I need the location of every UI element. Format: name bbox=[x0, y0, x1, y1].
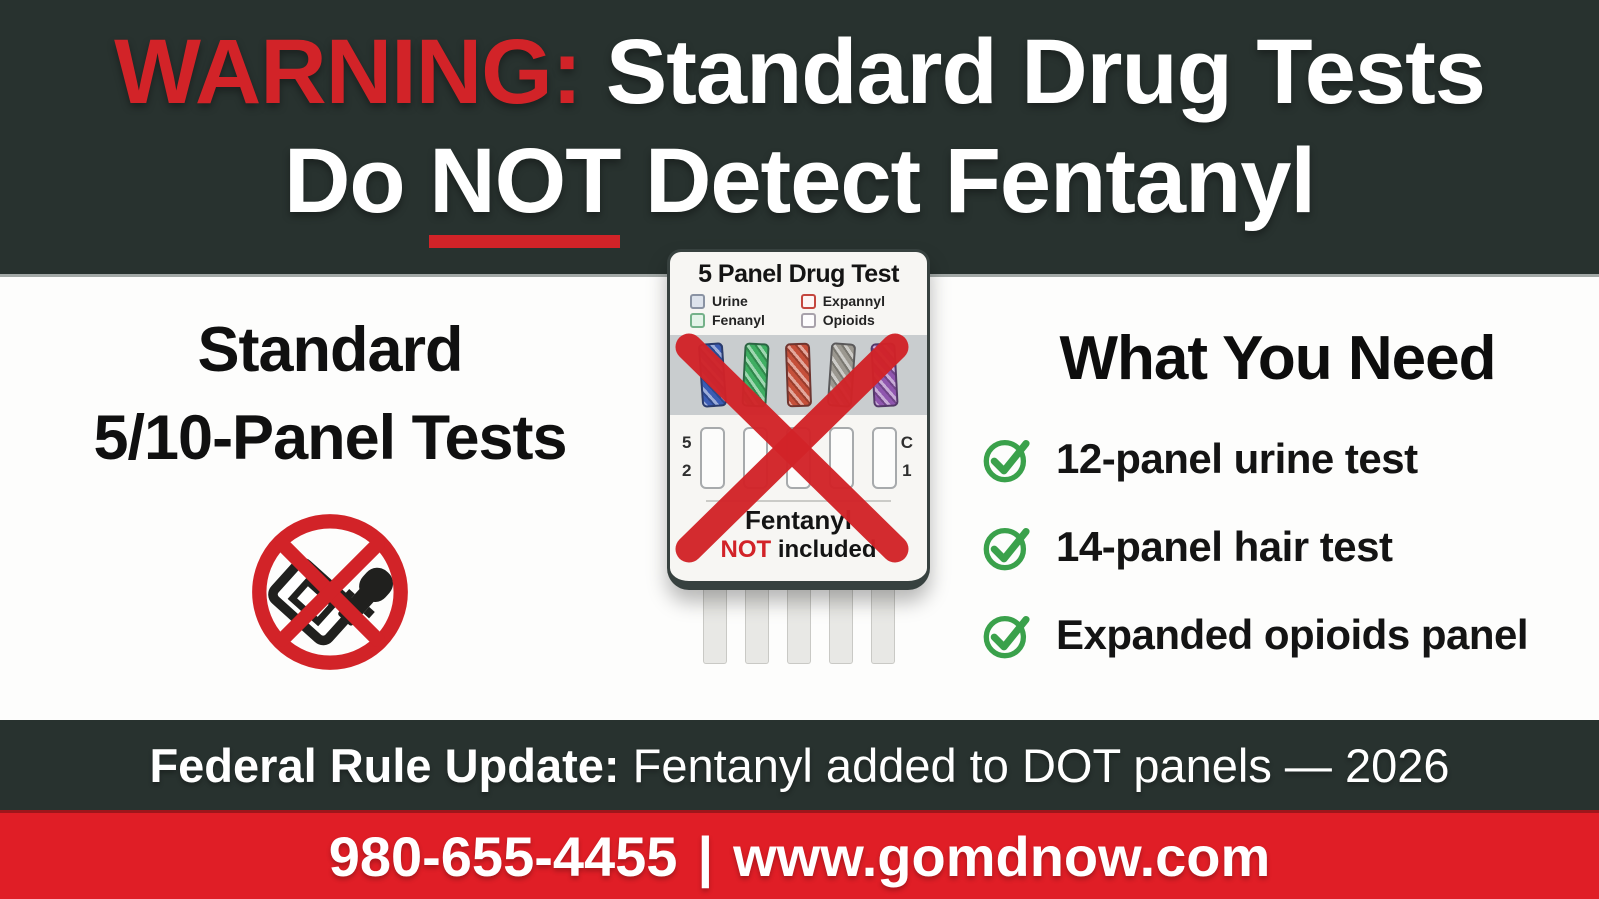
legend-item-opioids: Opioids bbox=[800, 312, 917, 328]
prong bbox=[870, 586, 895, 664]
reagent-strip-blue bbox=[697, 342, 728, 408]
card-divider bbox=[705, 500, 892, 502]
test-window bbox=[872, 427, 897, 489]
drug-test-card: 5 Panel Drug Test Urine Expannyl Fenanyl… bbox=[667, 249, 930, 590]
legend-label-fenanyl: Fenanyl bbox=[712, 312, 765, 328]
checklist-label: 14-panel hair test bbox=[1056, 522, 1393, 570]
test-window bbox=[700, 427, 725, 489]
reagent-strip-band bbox=[670, 335, 927, 415]
caption-not: NOT bbox=[720, 535, 772, 563]
standard-tests-title: Standard 5/10-Panel Tests bbox=[38, 306, 622, 482]
test-window bbox=[829, 427, 854, 489]
checklist-item-hair-test: 14-panel hair test bbox=[975, 520, 1580, 573]
federal-rule-bar: Federal Rule Update: Fentanyl added to D… bbox=[0, 720, 1599, 810]
check-circle-icon bbox=[983, 439, 1030, 483]
contact-bar: 980-655-4455 | www.gomdnow.com bbox=[0, 810, 1599, 899]
prong bbox=[786, 586, 811, 664]
caption-included: included bbox=[771, 535, 877, 563]
legend-label-urine: Urine bbox=[712, 293, 748, 309]
standard-tests-title-line2: 5/10-Panel Tests bbox=[93, 403, 567, 474]
card-legend: Urine Expannyl Fenanyl Opioids bbox=[670, 289, 927, 333]
what-you-need-panel: What You Need 12-panel urine test 14-pan… bbox=[975, 323, 1580, 696]
reagent-strip-red bbox=[784, 342, 813, 408]
legend-swatch-opioids bbox=[800, 312, 816, 328]
separator: | bbox=[697, 824, 714, 888]
caption-fentanyl: Fentanyl bbox=[745, 505, 852, 535]
prong bbox=[828, 586, 853, 664]
headline-line2-pre: Do bbox=[283, 129, 430, 232]
headline-line2: Do NOT Detect Fentanyl bbox=[0, 129, 1599, 249]
legend-swatch-urine bbox=[690, 293, 705, 309]
test-windows-row: 5 2 C 1 bbox=[670, 427, 927, 491]
legend-item-urine: Urine bbox=[690, 293, 801, 309]
checklist-item-urine-test: 12-panel urine test bbox=[975, 432, 1580, 485]
card-title: 5 Panel Drug Test bbox=[698, 260, 899, 288]
window-labels-right: C 1 bbox=[900, 433, 913, 481]
legend-label-expannyl: Expannyl bbox=[822, 293, 885, 309]
test-strip-prongs bbox=[667, 586, 930, 664]
website-url: www.gomdnow.com bbox=[733, 824, 1271, 888]
check-circle-icon bbox=[983, 527, 1030, 571]
window-labels-left: 5 2 bbox=[682, 433, 692, 481]
warning-banner: WARNING: Standard Drug Tests Do NOT Dete… bbox=[0, 0, 1599, 277]
reagent-strip-purple bbox=[870, 342, 899, 408]
warning-label: WARNING: bbox=[114, 21, 582, 123]
legend-item-fenanyl: Fenanyl bbox=[690, 312, 801, 328]
legend-swatch-expannyl bbox=[800, 293, 816, 309]
reagent-strip-green bbox=[741, 342, 770, 408]
headline-line1-text: Standard Drug Tests bbox=[581, 21, 1486, 123]
check-circle-icon bbox=[983, 615, 1030, 659]
prohibited-drug-test-icon bbox=[252, 514, 408, 671]
phone-number: 980-655-4455 bbox=[328, 824, 678, 888]
legend-item-expannyl: Expannyl bbox=[800, 293, 917, 309]
card-caption: Fentanyl NOT included bbox=[670, 505, 927, 564]
what-you-need-title: What You Need bbox=[1059, 324, 1497, 393]
standard-tests-panel: Standard 5/10-Panel Tests bbox=[38, 306, 622, 683]
test-window bbox=[743, 427, 768, 489]
prong bbox=[744, 586, 769, 664]
headline-line2-post: Detect Fentanyl bbox=[620, 129, 1316, 232]
checklist-label: Expanded opioids panel bbox=[1056, 610, 1529, 658]
federal-rule-label: Federal Rule Update: bbox=[149, 738, 620, 792]
caption-not-included: NOT included bbox=[670, 536, 927, 564]
federal-rule-text: Fentanyl added to DOT panels — 2026 bbox=[619, 738, 1450, 792]
not-emphasis: NOT bbox=[429, 134, 621, 249]
prong bbox=[702, 586, 727, 664]
checklist-label: 12-panel urine test bbox=[1056, 434, 1418, 482]
legend-label-opioids: Opioids bbox=[822, 312, 875, 328]
test-window bbox=[786, 427, 811, 489]
reagent-strip-gray bbox=[826, 342, 857, 408]
headline-line1: WARNING: Standard Drug Tests bbox=[0, 0, 1599, 121]
legend-swatch-fenanyl bbox=[690, 312, 705, 328]
checklist-item-opioids-panel: Expanded opioids panel bbox=[975, 608, 1580, 661]
standard-tests-title-line1: Standard bbox=[197, 315, 463, 385]
